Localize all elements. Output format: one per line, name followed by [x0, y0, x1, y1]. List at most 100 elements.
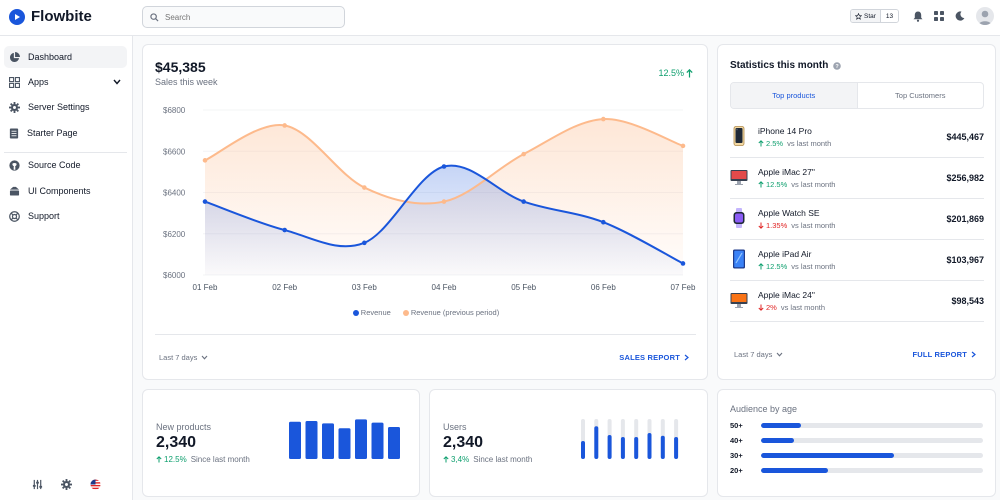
- product-change-value: 2.5%: [766, 139, 784, 148]
- bar[interactable]: [607, 435, 612, 459]
- legend-item-previous[interactable]: Revenue (previous period): [402, 308, 499, 317]
- data-point[interactable]: [680, 261, 686, 266]
- user-avatar[interactable]: [976, 7, 994, 25]
- audience-row: 20+: [730, 465, 984, 475]
- data-point[interactable]: [202, 199, 208, 204]
- data-point[interactable]: [202, 158, 208, 163]
- data-point[interactable]: [521, 199, 526, 204]
- github-star-label-box[interactable]: Star: [851, 10, 881, 22]
- product-row[interactable]: iPhone 14 Pro 2.5% vs last month $445,46…: [730, 117, 984, 158]
- sidebar-item-support[interactable]: Support: [4, 205, 127, 227]
- help-icon[interactable]: ?: [833, 61, 842, 70]
- full-report-link[interactable]: FULL REPORT: [912, 350, 976, 359]
- gear-icon: [9, 101, 20, 113]
- bar[interactable]: [322, 423, 334, 459]
- product-row[interactable]: Apple iMac 27" 12.5% vs last month $256,…: [730, 158, 984, 199]
- bar[interactable]: [660, 435, 665, 459]
- users-change-value: 3,4%: [451, 455, 470, 464]
- sales-value: $45,385: [155, 59, 206, 75]
- us-flag-icon[interactable]: [89, 478, 101, 490]
- bar[interactable]: [581, 441, 585, 459]
- product-row[interactable]: Apple Watch SE 1.35% vs last month $201,…: [730, 199, 984, 240]
- sidebar-item-starter-page[interactable]: Starter Page: [4, 122, 127, 144]
- data-point[interactable]: [521, 151, 526, 157]
- bar[interactable]: [289, 421, 301, 459]
- data-point[interactable]: [680, 143, 686, 149]
- product-value: $445,467: [946, 132, 984, 142]
- star-icon: [855, 12, 862, 20]
- sidebar-item-server-settings[interactable]: Server Settings: [4, 96, 127, 118]
- bell-icon[interactable]: [912, 10, 924, 22]
- apps-grid-icon[interactable]: [933, 10, 945, 22]
- audience-bar: [761, 422, 801, 428]
- bar[interactable]: [634, 437, 639, 459]
- github-star-label: Star: [864, 12, 876, 20]
- data-point[interactable]: [441, 164, 447, 169]
- lifebuoy-icon: [9, 210, 20, 222]
- product-change: 2% vs last month: [758, 303, 825, 312]
- audience-title: Audience by age: [730, 404, 798, 414]
- arrow-up-icon: [758, 140, 764, 147]
- tab-top-products[interactable]: Top products: [731, 83, 858, 108]
- sliders-icon[interactable]: [31, 478, 43, 490]
- search-input[interactable]: [165, 12, 335, 22]
- period-dropdown-label: Last 7 days: [734, 350, 773, 359]
- sales-report-link[interactable]: SALES REPORT: [619, 353, 689, 362]
- search-box[interactable]: [142, 6, 345, 28]
- sidebar-item-apps[interactable]: Apps: [4, 71, 127, 93]
- period-dropdown[interactable]: Last 7 days: [159, 353, 208, 362]
- sales-report-label: SALES REPORT: [619, 353, 680, 362]
- new-products-change-value: 12.5%: [164, 455, 187, 464]
- arrow-down-icon: [758, 222, 764, 229]
- period-dropdown[interactable]: Last 7 days: [734, 350, 783, 359]
- bar[interactable]: [338, 428, 351, 459]
- sales-growth-value: 12.5%: [658, 68, 684, 78]
- github-star-button[interactable]: Star 13: [850, 9, 900, 23]
- sidebar-item-dashboard[interactable]: Dashboard: [4, 46, 127, 68]
- tab-top-customers[interactable]: Top Customers: [895, 91, 946, 100]
- ipad-product-image: [733, 249, 745, 269]
- github-icon: [9, 159, 20, 171]
- settings-gear-icon[interactable]: [60, 478, 72, 490]
- sidebar-item-label: Starter Page: [27, 128, 78, 138]
- users-value: 2,340: [443, 434, 484, 451]
- data-point[interactable]: [601, 116, 606, 122]
- data-point[interactable]: [601, 219, 606, 225]
- product-name: Apple iPad Air: [758, 249, 812, 259]
- product-row[interactable]: Apple iMac 24" 2% vs last month $98,543: [730, 281, 984, 322]
- card-divider: [155, 334, 696, 335]
- data-point[interactable]: [362, 240, 367, 246]
- data-point[interactable]: [362, 185, 367, 190]
- bar[interactable]: [674, 437, 679, 459]
- bar[interactable]: [371, 422, 384, 459]
- bar[interactable]: [620, 437, 625, 459]
- bar[interactable]: [355, 419, 367, 459]
- sidebar-item-label: Support: [28, 211, 60, 221]
- data-point[interactable]: [282, 227, 287, 233]
- legend-item-revenue[interactable]: Revenue: [352, 308, 391, 317]
- sidebar-item-ui-components[interactable]: UI Components: [4, 180, 127, 202]
- chevron-down-icon: [776, 352, 783, 357]
- chevron-down-icon: [201, 355, 208, 360]
- brand[interactable]: Flowbite: [9, 8, 92, 25]
- bar[interactable]: [305, 421, 318, 459]
- sidebar-item-source-code[interactable]: Source Code: [4, 154, 127, 176]
- arrow-up-icon: [758, 263, 764, 270]
- data-point[interactable]: [282, 123, 287, 128]
- audience-bar: [761, 437, 795, 443]
- y-tick-label: $6400: [163, 189, 186, 198]
- arrow-up-icon: [686, 68, 693, 77]
- moon-icon[interactable]: [954, 10, 966, 22]
- bar[interactable]: [388, 427, 400, 459]
- sales-line-chart: $6800 $6600 $6400 $6200 $6000 01 Feb 02 Feb 03 …: [163, 106, 696, 292]
- bar[interactable]: [647, 433, 652, 459]
- bar[interactable]: [594, 426, 599, 459]
- product-change-value: 12.5%: [766, 262, 788, 271]
- product-row[interactable]: Apple iPad Air 12.5% vs last month $103,…: [730, 240, 984, 281]
- audience-card: Audience by age 50+ 40+ 30+ 20+: [717, 389, 996, 497]
- data-point[interactable]: [441, 199, 447, 204]
- chevron-down-icon: [113, 79, 121, 85]
- new-products-card: New products 2,340 12.5% Since last mont…: [142, 389, 420, 497]
- audience-label: 40+: [730, 435, 743, 445]
- statistics-title: Statistics this month ?: [730, 60, 842, 71]
